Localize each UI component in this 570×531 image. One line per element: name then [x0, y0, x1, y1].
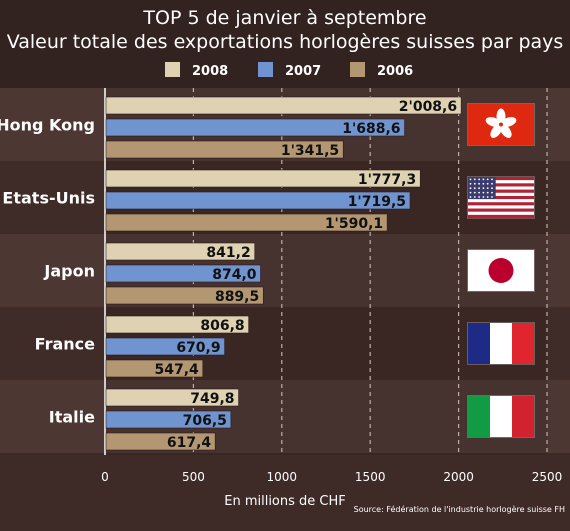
x-tick-label: 1500 [355, 470, 386, 484]
bar-value-label: 749,8 [190, 391, 234, 407]
bar-value-label: 1'590,1 [325, 216, 383, 232]
usa-flag-icon [467, 176, 535, 219]
chart-title: TOP 5 de janvier à septembre [142, 7, 426, 29]
bar-2006 [105, 432, 216, 451]
bar-value-label: 1'341,5 [281, 143, 339, 159]
x-tick-label: 2500 [532, 470, 563, 484]
bar-2007 [105, 264, 261, 283]
bar-value-label: 874,0 [212, 267, 257, 283]
france-flag-icon [467, 322, 535, 365]
legend-swatch-2007 [258, 62, 273, 77]
bar-value-label: 1'777,3 [358, 172, 416, 188]
bar-value-label: 617,4 [167, 435, 212, 451]
category-label: Hong Kong [0, 116, 95, 135]
hong-kong-flag-icon [467, 103, 535, 146]
legend-label-2007: 2007 [285, 64, 321, 79]
category-label: Japon [43, 262, 95, 281]
bar-2006 [105, 213, 388, 232]
bar-value-label: 1'688,6 [342, 121, 400, 137]
bar-value-label: 706,5 [183, 413, 227, 429]
bar-2007 [105, 118, 405, 137]
bar-2008 [105, 169, 421, 188]
bar-2006 [105, 140, 344, 159]
bar-2008 [105, 315, 249, 334]
legend-swatch-2008 [165, 62, 180, 77]
bar-2008 [105, 96, 462, 115]
bar-value-label: 841,2 [206, 245, 250, 261]
x-tick-label: 2000 [443, 470, 474, 484]
japan-flag-icon [467, 249, 535, 292]
category-label: Etats-Unis [2, 189, 95, 208]
chart-subtitle: Valeur totale des exportations horlogère… [7, 31, 564, 53]
bar-value-label: 2'008,6 [399, 99, 457, 115]
bar-2007 [105, 410, 232, 429]
x-tick-label: 0 [101, 470, 109, 484]
source-note: Source: Fédération de l'industrie horlog… [354, 504, 565, 514]
legend-label-2008: 2008 [192, 64, 228, 79]
bar-2008 [105, 388, 239, 407]
bar-value-label: 1'719,5 [348, 194, 406, 210]
legend-swatch-2006 [350, 62, 365, 77]
bar-2006 [105, 359, 204, 378]
x-tick-label: 500 [182, 470, 205, 484]
bar-value-label: 547,4 [154, 362, 199, 378]
legend-label-2006: 2006 [377, 64, 413, 79]
bar-value-label: 889,5 [215, 289, 259, 305]
category-label: Italie [49, 408, 95, 427]
category-label: France [35, 335, 95, 354]
bar-value-label: 670,9 [176, 340, 220, 356]
bar-2007 [105, 337, 225, 356]
bar-2008 [105, 242, 256, 261]
x-axis-label: En millions de CHF [224, 494, 346, 509]
header-panel [0, 0, 570, 88]
x-tick-label: 1000 [267, 470, 298, 484]
bar-value-label: 806,8 [200, 318, 244, 334]
italy-flag-icon [467, 395, 535, 438]
bar-2006 [105, 286, 264, 305]
bar-2007 [105, 191, 411, 210]
